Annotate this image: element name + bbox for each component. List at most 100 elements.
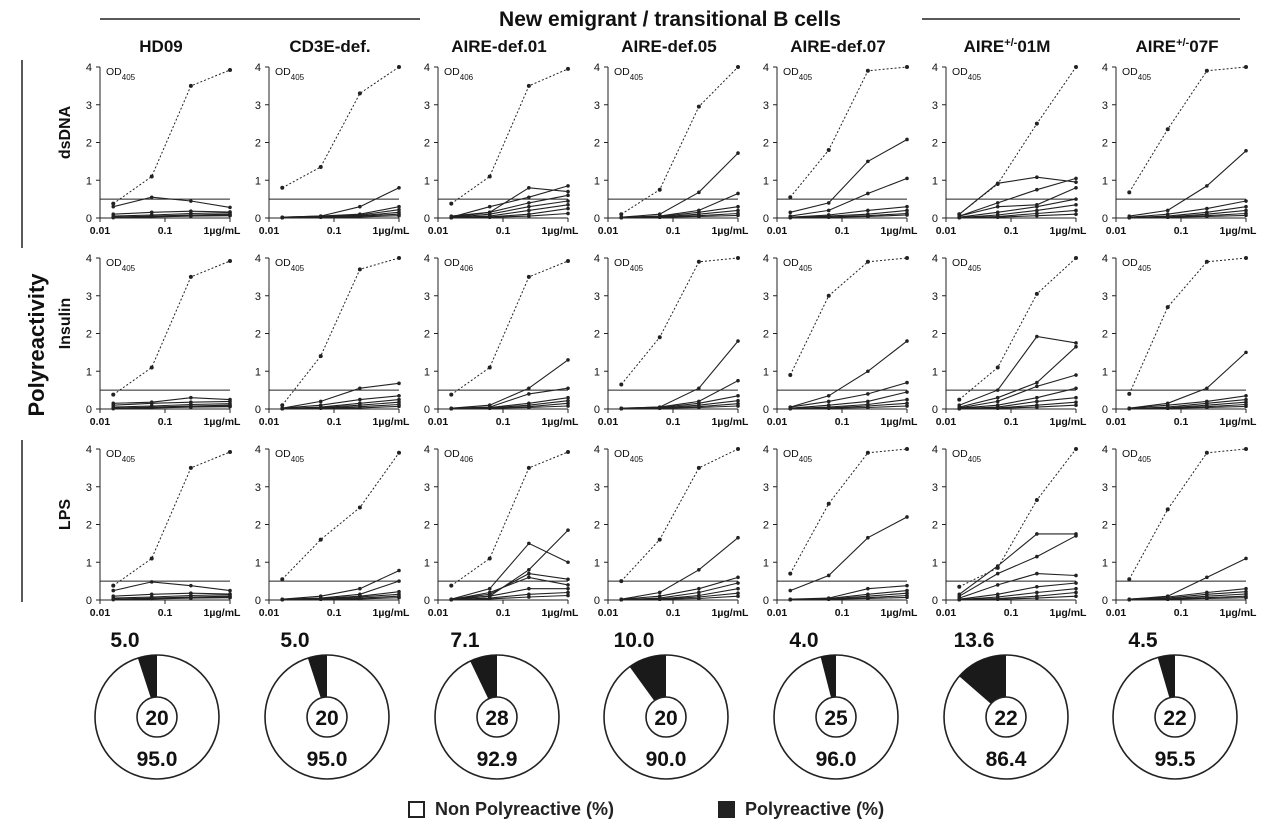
x-tick-label: 1µg/mL [1220,225,1258,237]
positive-control-line [1128,257,1247,395]
antibody-point [788,597,793,602]
antibody-point [995,215,1000,220]
positive-control-point [487,556,492,561]
antibody-line [959,374,1077,409]
positive-control-point [1034,121,1039,126]
y-tick-label: 1 [424,366,430,378]
positive-control-point [280,403,285,408]
antibody-line [790,340,908,408]
antibody-point [736,204,740,209]
positive-control-point [357,505,362,510]
positive-control-point [357,91,362,96]
y-tick-label: 2 [594,520,600,532]
antibody-point [995,399,1000,404]
antibody-line [621,340,739,409]
x-tick-label: 1µg/mL [542,416,580,428]
positive-control-line [789,257,908,376]
y-tick-label: 0 [86,213,92,225]
antibody-point [1127,406,1132,411]
antibody-point [1205,596,1209,601]
y-tick-label: 0 [932,213,938,225]
antibody-point [189,199,193,203]
antibody-point [1244,556,1248,561]
x-tick-label: 0.01 [90,416,111,428]
pie-center [306,696,348,738]
antibody-point [149,592,154,597]
y-tick-label: 4 [763,444,769,456]
y-tick-label: 1 [594,557,600,569]
antibody-point [566,189,570,194]
y-tick-label: 1 [763,175,769,187]
antibody-point [566,184,570,188]
x-tick-label: 0.01 [936,607,957,619]
antibody-point [736,208,740,213]
antibody-point [1074,395,1078,400]
od-label: OD406 [444,448,474,464]
y-tick-label: 0 [763,213,769,225]
antibody-point [566,401,570,406]
antibody-point [826,399,831,404]
positive-control-point [318,354,323,359]
antibody-point [657,590,662,595]
positive-control-line [281,257,400,406]
antibody-point [189,596,193,600]
panel-1-2: 0 1 2 3 4 0.01 0.1 1µg/mL OD405 [86,253,241,428]
y-tick-label: 1 [255,366,261,378]
od-label: OD405 [952,66,982,82]
x-tick-label: 0.1 [327,607,342,619]
antibody-point [527,586,531,591]
y-tick-label: 3 [932,100,938,112]
positive-control-point [1127,577,1132,582]
y-tick-label: 2 [86,138,92,150]
y-tick-label: 4 [932,62,938,74]
row-label-lps: LPS [57,499,74,530]
antibody-point [657,597,662,602]
column-title-5: AIRE-def.07 [790,37,885,56]
y-tick-label: 0 [424,213,430,225]
antibody-point [736,191,740,196]
antibody-point [358,397,362,402]
antibody-point [697,190,701,195]
antibody-point [866,392,870,396]
pie-polyreactive-value: 4.0 [789,629,818,652]
panel-7-1: 0 1 2 3 4 0.01 0.1 1µg/mL OD405 [1102,62,1257,237]
y-tick-label: 1 [86,175,92,187]
positive-control-point [449,583,454,588]
antibody-point [358,406,362,410]
positive-control-point [566,450,570,455]
positive-control-line [621,66,739,215]
antibody-point [566,593,570,598]
antibody-line [959,198,1077,218]
positive-control-point [1074,65,1078,69]
antibody-point [358,586,362,591]
panel-6-3: 0 1 2 3 4 0.01 0.1 1µg/mL OD405 [932,444,1087,619]
pie-3: 28 92.9 7.1 [434,629,560,780]
od-label: OD405 [614,66,644,82]
x-tick-label: 0.1 [666,225,681,237]
y-tick-label: 2 [1102,329,1108,341]
x-tick-label: 0.01 [90,225,111,237]
pie-non-polyreactive-value: 92.9 [477,748,518,771]
pie-center [815,696,857,738]
panel-grid: HD09 CD3E-def. AIRE-def.01 AIRE-def.05 AIRE-… [57,37,1257,619]
x-tick-label: 0.01 [428,416,449,428]
antibody-point [1205,575,1209,580]
antibody-line [959,177,1077,217]
positive-control-point [149,365,154,370]
positive-control-point [736,65,740,69]
antibody-point [1074,573,1078,578]
antibody-point [905,595,909,600]
y-tick-label: 2 [763,329,769,341]
pie-total: 25 [824,707,848,730]
positive-control-point [957,397,962,402]
antibody-point [1205,405,1209,410]
y-tick-label: 4 [424,253,430,265]
antibody-point [788,588,793,593]
positive-control-point [397,65,401,69]
x-tick-label: 1µg/mL [881,225,919,237]
positive-control-point [826,148,831,153]
positive-control-point [957,584,962,589]
row-label-dsdna: dsDNA [57,105,74,159]
x-tick-label: 1µg/mL [712,607,750,619]
antibody-point [1035,554,1039,559]
